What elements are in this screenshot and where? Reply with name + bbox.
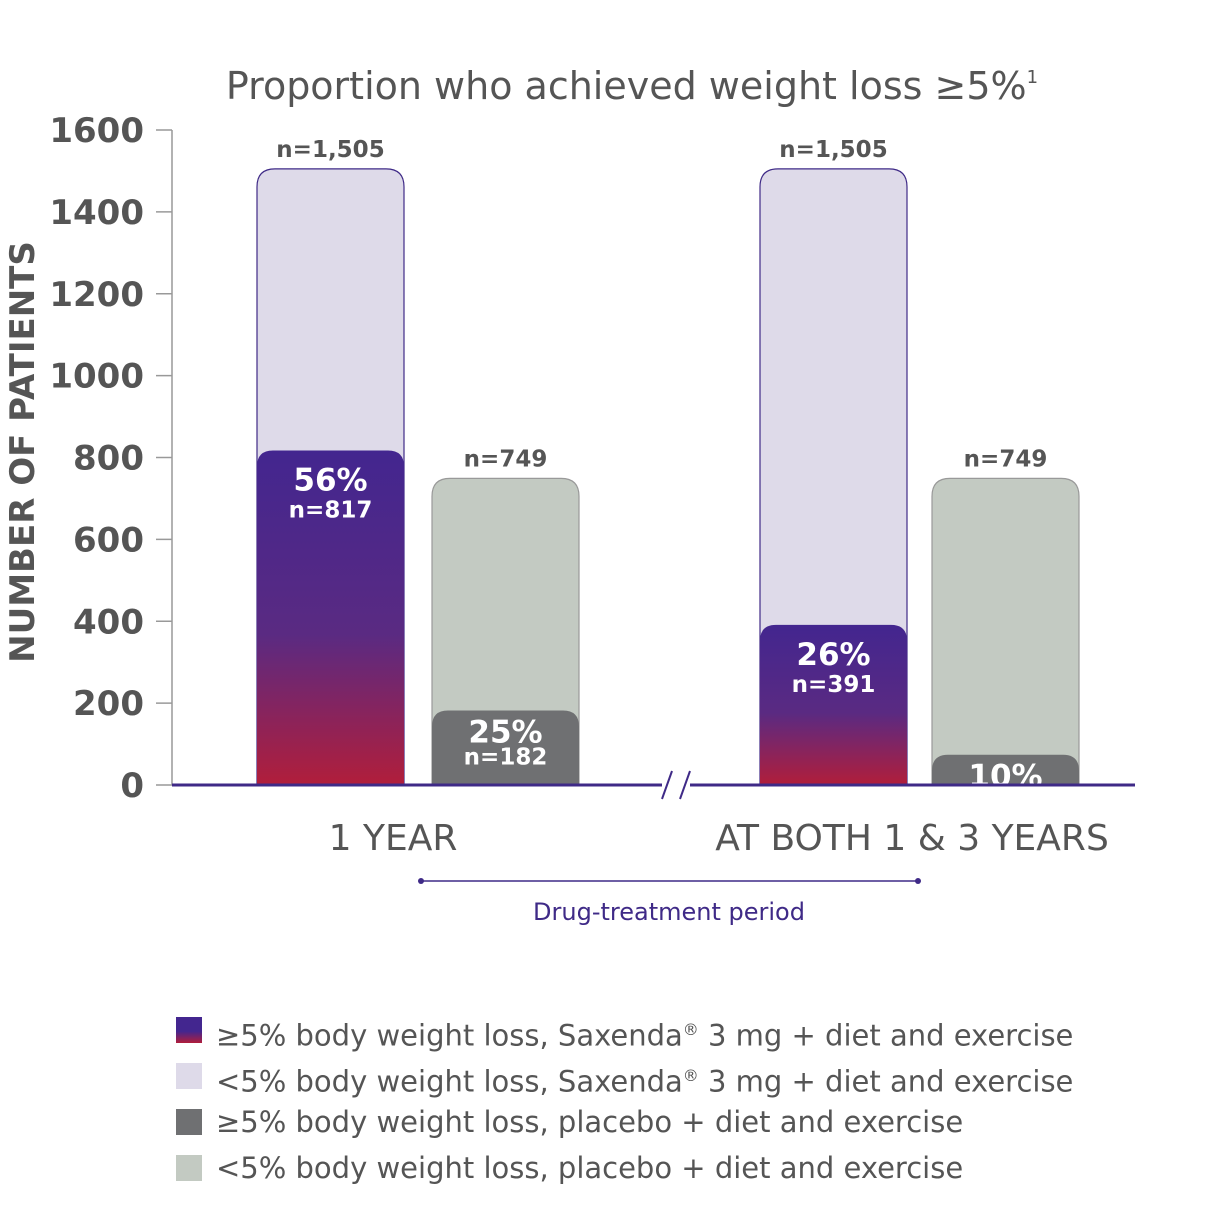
- bar-percent-label: 25%: [468, 714, 542, 750]
- legend-label: <5% body weight loss, Saxenda® 3 mg + di…: [216, 1064, 1074, 1099]
- bars: n=1,50556%n=817n=74925%n=182n=1,50526%n=…: [256, 137, 1080, 815]
- y-axis-label: NUMBER OF PATIENTS: [3, 241, 43, 663]
- bar-achieved: [760, 624, 907, 785]
- bar-total-label: n=749: [964, 446, 1048, 472]
- bar-achieved: [932, 754, 1079, 785]
- bar-percent-label: 56%: [293, 463, 367, 499]
- y-tick-label: 1200: [49, 275, 144, 315]
- legend-label: ≥5% body weight loss, Saxenda® 3 mg + di…: [216, 1018, 1074, 1053]
- y-tick-label: 0: [120, 766, 144, 806]
- legend-label: ≥5% body weight loss, placebo + diet and…: [216, 1105, 964, 1139]
- legend-swatch-placebo-not: [176, 1155, 202, 1181]
- x-category-label: 1 YEAR: [329, 818, 458, 859]
- chart-title: Proportion who achieved weight loss ≥5%1: [226, 64, 1038, 108]
- annotation-label: Drug-treatment period: [533, 898, 805, 926]
- bar-n-label: n=74: [972, 789, 1040, 815]
- chart: Proportion who achieved weight loss ≥5%1…: [3, 64, 1135, 926]
- bar-total: [931, 477, 1080, 786]
- title-superscript: 1: [1027, 67, 1038, 88]
- y-tick-label: 1400: [49, 193, 144, 233]
- y-tick-label: 600: [73, 520, 144, 560]
- x-axis: 1 YEAR AT BOTH 1 & 3 YEARS: [172, 770, 1135, 859]
- bar-percent-label: 26%: [796, 637, 870, 673]
- annotation-endpoint: [915, 878, 921, 884]
- x-category-label: AT BOTH 1 & 3 YEARS: [715, 818, 1109, 859]
- y-axis: 0 200 400 600 800 1000 1200 1400 1600: [49, 111, 173, 806]
- bar-total-label: n=1,505: [779, 137, 887, 163]
- bar-n-label: n=391: [792, 672, 876, 698]
- y-tick-label: 400: [73, 602, 144, 642]
- bar-total: [431, 477, 580, 786]
- legend-swatch-saxenda-achieved: [176, 1017, 202, 1043]
- bar-total-label: n=1,505: [276, 137, 384, 163]
- bar-n-label: n=182: [464, 744, 548, 770]
- bar-achieved: [257, 450, 404, 785]
- y-tick-label: 1000: [49, 357, 144, 397]
- legend-swatch-placebo-achieved: [176, 1109, 202, 1135]
- y-tick-label: 200: [73, 684, 144, 724]
- axis-break-mark: [679, 770, 691, 800]
- bar-total-label: n=749: [464, 446, 548, 472]
- drug-treatment-annotation: Drug-treatment period: [418, 878, 921, 926]
- axis-break-mark: [661, 770, 673, 800]
- legend-label: <5% body weight loss, placebo + diet and…: [216, 1151, 964, 1185]
- bar-n-label: n=817: [289, 498, 373, 524]
- bar-achieved: [432, 710, 579, 785]
- legend-swatch-saxenda-not: [176, 1063, 202, 1089]
- y-tick-label: 1600: [49, 111, 144, 151]
- y-tick-label: 800: [73, 439, 144, 479]
- bar-percent-label: 10%: [968, 759, 1042, 795]
- annotation-endpoint: [418, 878, 424, 884]
